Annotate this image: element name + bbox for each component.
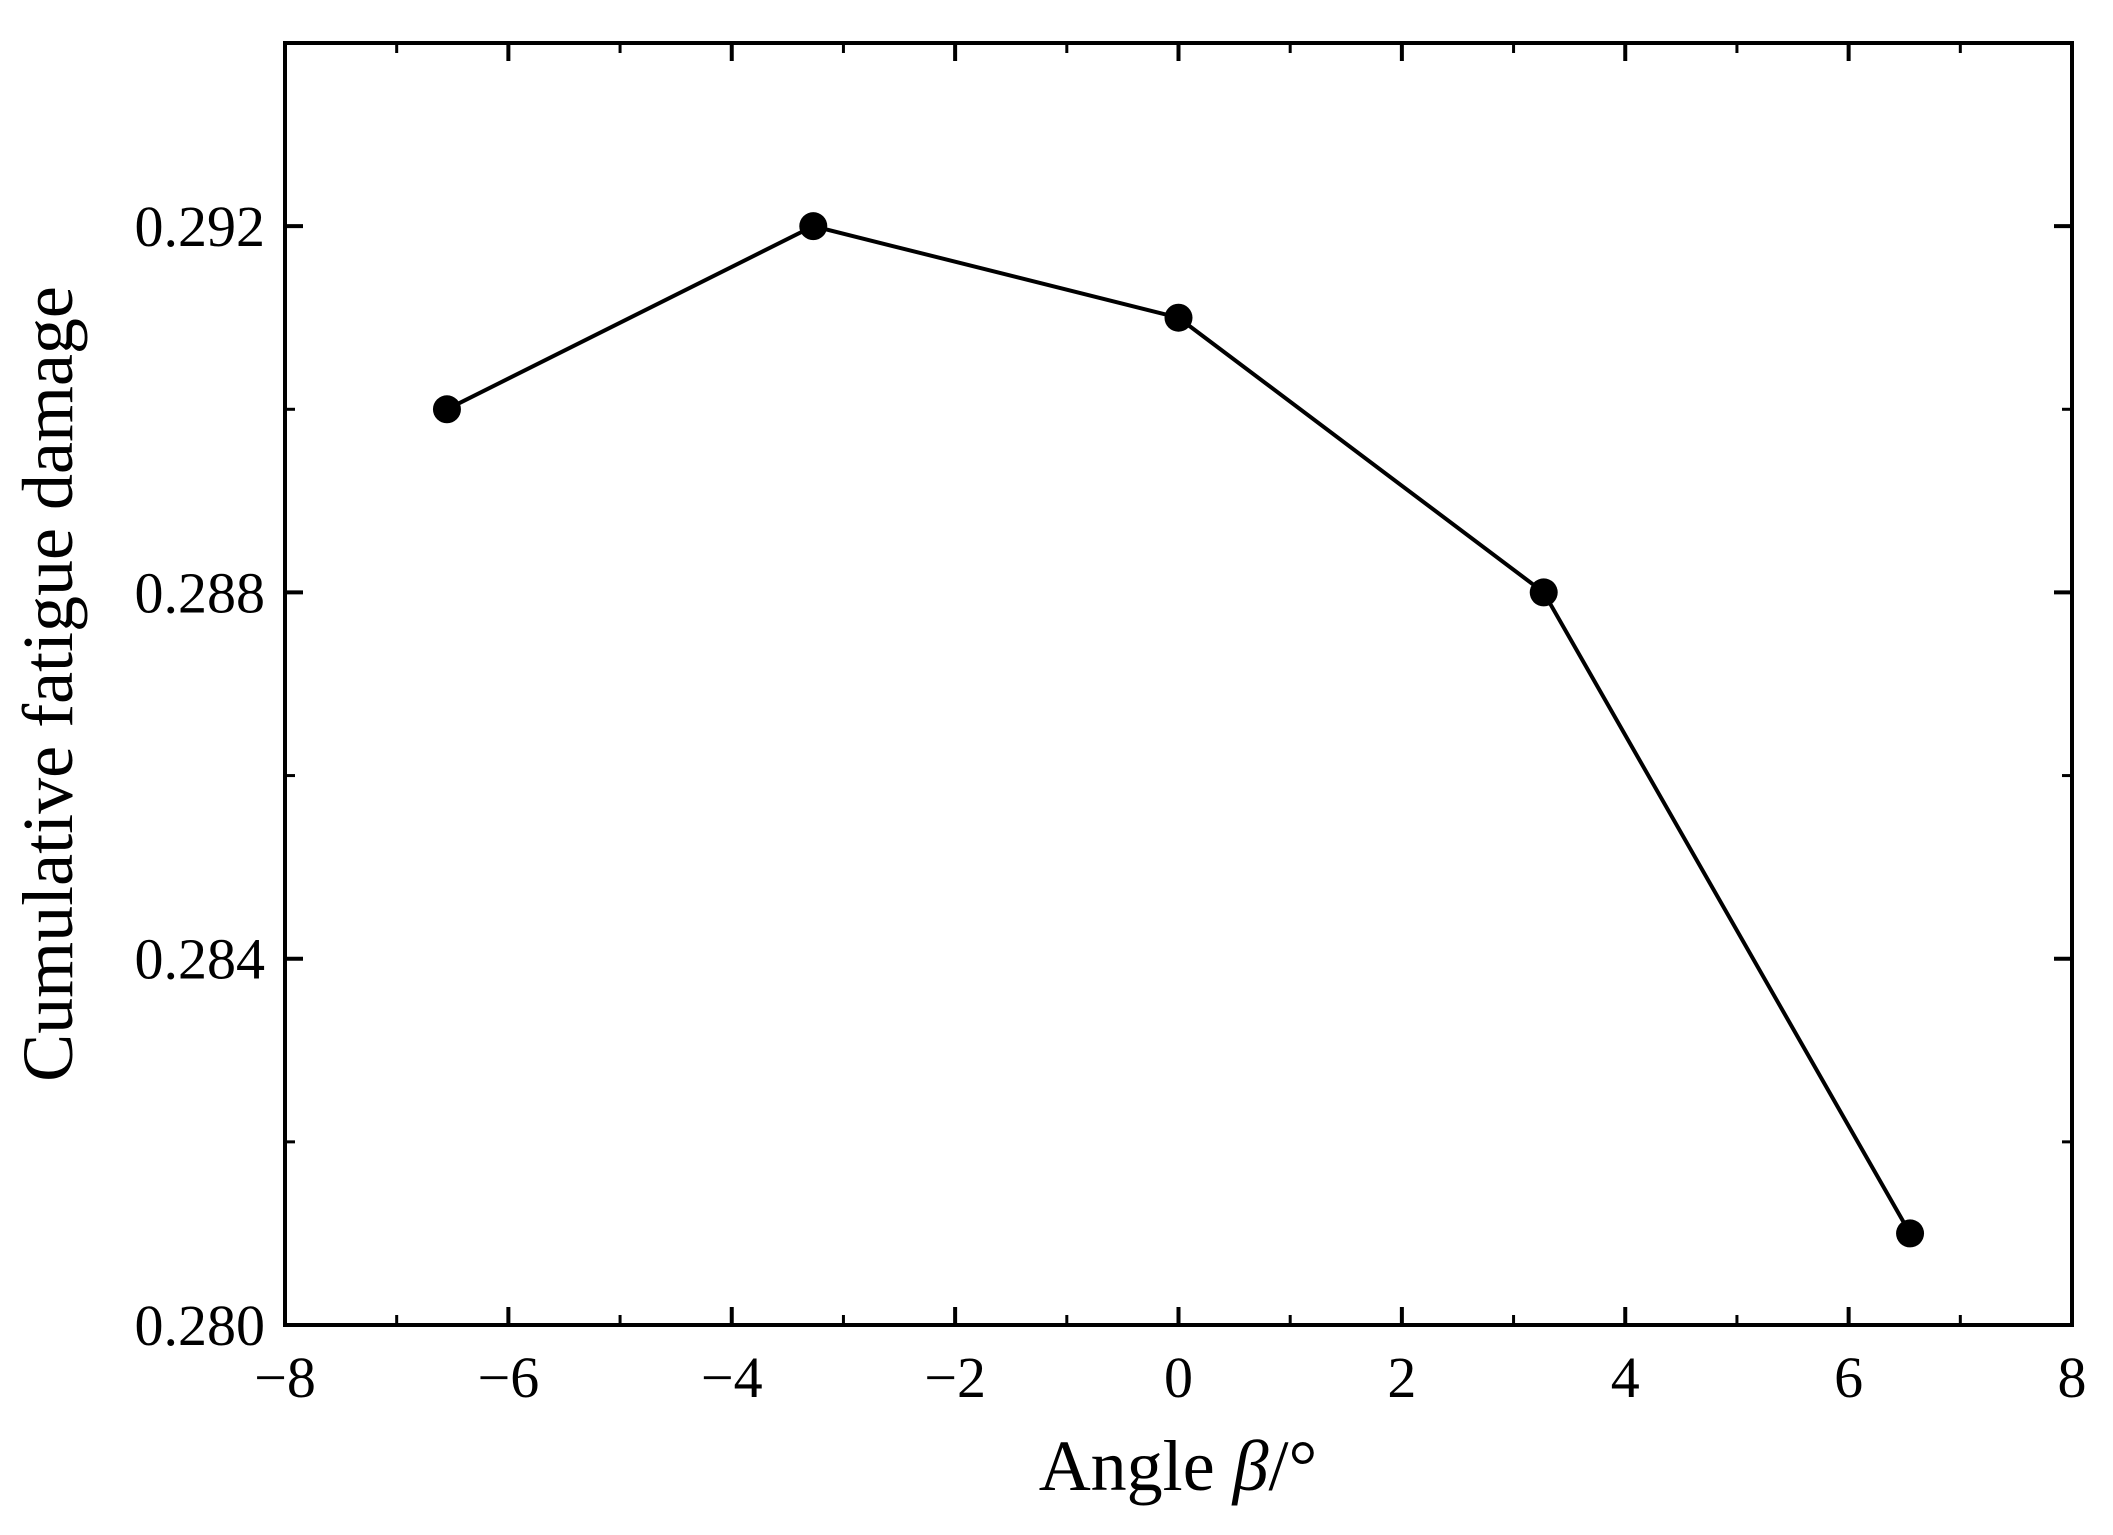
x-tick-label: −6 [478, 1345, 540, 1410]
data-point [432, 395, 461, 424]
series-line [446, 224, 1912, 1235]
x-tick-label: 8 [2058, 1345, 2087, 1410]
x-axis-title: Angle β/° [1039, 1426, 1318, 1506]
y-tick-label: 0.280 [135, 1293, 266, 1358]
x-tick-label: 4 [1611, 1345, 1640, 1410]
x-axis-title-prefix: Angle [1039, 1426, 1233, 1506]
data-point [1529, 578, 1558, 607]
x-tick-label: −8 [254, 1345, 316, 1410]
y-axis-title: Cumulative fatigue damage [8, 286, 88, 1082]
data-point [1164, 303, 1193, 332]
x-tick-label: 2 [1387, 1345, 1416, 1410]
y-tick-label: 0.292 [135, 194, 266, 259]
y-tick-label: 0.284 [135, 927, 266, 992]
plot-frame [283, 41, 2074, 1327]
y-axis-ticks: 0.280 0.284 0.288 0.292 [135, 194, 2072, 1358]
x-axis-title-symbol: β [1231, 1426, 1269, 1506]
data-point [1896, 1219, 1925, 1248]
y-tick-label: 0.288 [135, 560, 266, 625]
data-point [799, 212, 828, 241]
x-tick-label: −4 [701, 1345, 763, 1410]
x-axis-ticks: −8 −6 −4 −2 0 2 4 6 8 [254, 43, 2087, 1410]
series-layer [432, 212, 1925, 1248]
x-tick-label: 6 [1834, 1345, 1863, 1410]
x-tick-label: 0 [1164, 1345, 1193, 1410]
x-axis-title-suffix: /° [1269, 1426, 1318, 1506]
x-tick-label: −2 [924, 1345, 986, 1410]
